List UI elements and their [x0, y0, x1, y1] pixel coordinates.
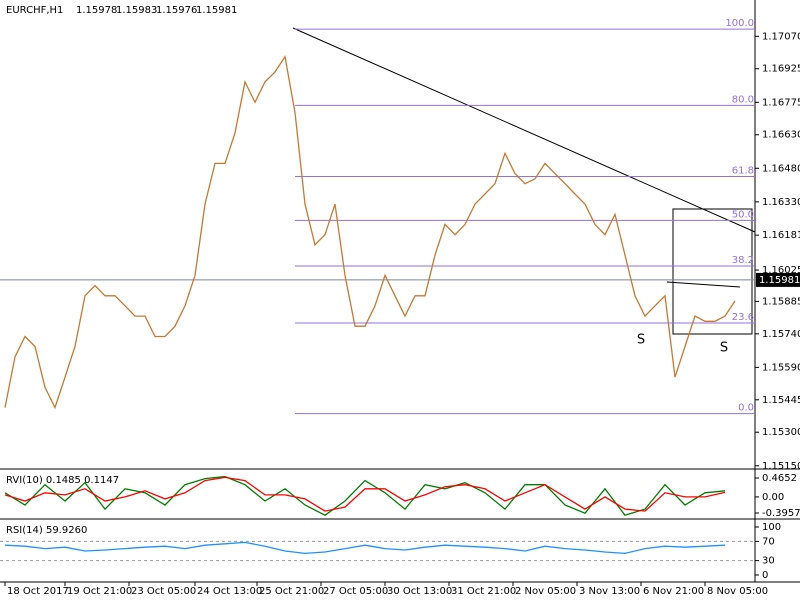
- x-tick-label: 24 Oct 13:00: [197, 586, 262, 597]
- x-tick-label: 30 Oct 13:00: [387, 586, 452, 597]
- y-tick-label: 1.15445: [762, 395, 800, 406]
- y-tick-label: 1.15740: [762, 329, 800, 340]
- x-tick-label: 18 Oct 2017: [7, 586, 69, 597]
- x-tick-label: 23 Oct 05:00: [131, 586, 196, 597]
- y-tick-label: 0.00: [762, 492, 784, 503]
- y-tick-label: 1.15300: [762, 427, 800, 438]
- indicator-line: [4, 475, 726, 516]
- ohlc-value: 1.15983: [116, 5, 157, 16]
- y-tick-label: 1.15590: [762, 362, 800, 373]
- fib-label: 100.0: [725, 18, 754, 29]
- y-tick-label: 1.15150: [762, 461, 800, 472]
- x-tick-label: 3 Nov 13:00: [579, 586, 640, 597]
- y-tick-label: 1.17070: [762, 31, 800, 42]
- x-tick-label: 2 Nov 05:00: [515, 586, 576, 597]
- y-tick-label: 1.16925: [762, 64, 800, 75]
- fib-label: 38.2: [732, 255, 754, 266]
- price-line-series: [4, 54, 736, 410]
- y-tick-label: -0.3957: [762, 508, 800, 519]
- y-tick-label: 1.16330: [762, 197, 800, 208]
- indicator-title: RSI(14) 59.9260: [6, 525, 87, 536]
- fib-label: 0.0: [738, 403, 754, 414]
- y-tick-label: 100: [762, 522, 781, 533]
- y-tick-label: 1.16630: [762, 130, 800, 141]
- y-tick-label: 70: [762, 536, 775, 547]
- ohlc-value: 1.15978: [76, 5, 117, 16]
- chart-title: EURCHF,H1: [6, 5, 63, 16]
- y-tick-label: 1.16480: [762, 163, 800, 174]
- x-tick-label: 19 Oct 21:00: [67, 586, 132, 597]
- price-label: 1.15981: [759, 275, 800, 286]
- price-label-bg: [756, 272, 800, 287]
- indicator-line: [4, 476, 726, 512]
- fib-label: 80.0: [732, 94, 754, 105]
- y-tick-label: 1.16775: [762, 97, 800, 108]
- fib-label: 50.0: [732, 209, 754, 220]
- annotation: S: [720, 341, 728, 356]
- y-tick-label: 1.15885: [762, 296, 800, 307]
- y-tick-label: 1.16025: [762, 265, 800, 276]
- rectangle: [672, 208, 753, 335]
- x-tick-label: 6 Nov 21:00: [643, 586, 704, 597]
- x-tick-label: 27 Oct 05:00: [323, 586, 388, 597]
- x-tick-label: 31 Oct 21:00: [451, 586, 516, 597]
- trendline: [292, 27, 756, 233]
- fib-label: 23.6: [732, 312, 754, 323]
- indicator-line: [4, 541, 726, 555]
- x-tick-label: 8 Nov 05:00: [707, 586, 768, 597]
- y-tick-label: 30: [762, 556, 775, 567]
- y-tick-label: 0: [762, 570, 768, 581]
- ohlc-value: 1.15976: [156, 5, 197, 16]
- annotation: S: [637, 333, 645, 348]
- indicator-title: RVI(10) 0.1485 0.1147: [6, 475, 119, 486]
- neckline: [666, 281, 741, 288]
- y-tick-label: 1.16181: [762, 230, 800, 241]
- y-tick-label: 0.4652: [762, 473, 797, 484]
- x-tick-label: 25 Oct 21:00: [259, 586, 324, 597]
- ohlc-value: 1.15981: [196, 5, 237, 16]
- fib-label: 61.8: [732, 166, 754, 177]
